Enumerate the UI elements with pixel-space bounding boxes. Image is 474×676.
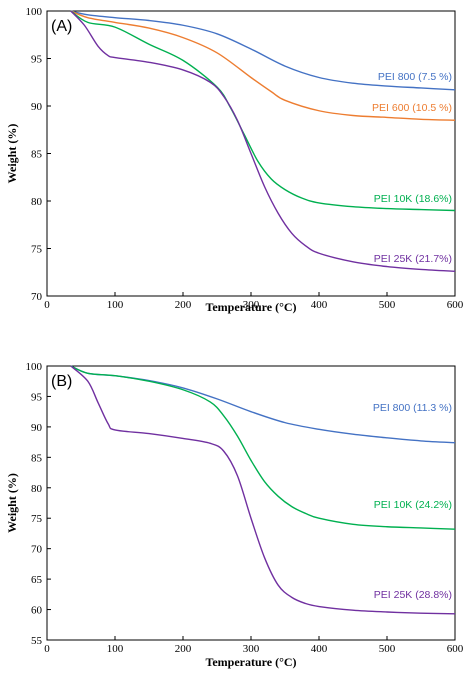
series-label: PEI 800 (7.5 %) — [378, 71, 452, 83]
x-tick-label: 100 — [107, 299, 124, 311]
x-tick-label: 200 — [175, 299, 192, 311]
y-axis-title: Weight (%) — [5, 473, 19, 533]
x-tick-label: 400 — [311, 643, 328, 655]
series-line — [70, 10, 456, 121]
y-tick-label: 90 — [31, 422, 43, 434]
y-tick-label: 65 — [31, 574, 43, 586]
panel-label: (B) — [51, 373, 72, 390]
series-label: PEI 10K (24.2%) — [374, 499, 452, 511]
y-tick-label: 100 — [26, 6, 43, 18]
y-tick-label: 90 — [31, 101, 43, 113]
series-line — [70, 365, 456, 530]
series-line — [70, 365, 456, 615]
x-tick-label: 600 — [447, 299, 464, 311]
panel-b: 0 100 200 300 400 500 600 55 60 65 70 75 80 85 90 95 100… — [5, 361, 464, 669]
panel-a: 0 100 200 300 400 500 600 70 75 80 85 90 95 100 Temper… — [5, 6, 464, 314]
series-label: PEI 25K (28.8%) — [374, 589, 452, 601]
x-tick-label: 200 — [175, 643, 192, 655]
series-line — [70, 10, 456, 91]
y-tick-label: 75 — [31, 244, 43, 256]
x-tick-label: 300 — [243, 299, 260, 311]
y-tick-label: 60 — [31, 605, 43, 617]
y-tick-label: 70 — [31, 291, 43, 303]
y-tick-label: 80 — [31, 196, 43, 208]
y-tick-label: 75 — [31, 513, 43, 525]
x-axis-title: Temperature (°C) — [205, 300, 296, 314]
series-label: PEI 25K (21.7%) — [374, 253, 452, 265]
series-label: PEI 800 (11.3 %) — [373, 402, 452, 414]
y-tick-label: 85 — [31, 149, 43, 161]
x-tick-label: 100 — [107, 643, 124, 655]
x-tick-label: 0 — [44, 643, 50, 655]
x-tick-label: 600 — [447, 643, 464, 655]
y-tick-label: 70 — [31, 544, 43, 556]
x-tick-label: 400 — [311, 299, 328, 311]
x-tick-label: 500 — [379, 299, 396, 311]
y-tick-label: 55 — [31, 635, 43, 647]
x-tick-label: 300 — [243, 643, 260, 655]
series-label: PEI 10K (18.6%) — [374, 193, 452, 205]
y-tick-label: 80 — [31, 483, 43, 495]
series-label: PEI 600 (10.5 %) — [372, 102, 452, 114]
x-tick-label: 500 — [379, 643, 396, 655]
x-axis-title: Temperature (°C) — [205, 655, 296, 669]
y-tick-label: 85 — [31, 452, 43, 464]
x-tick-label: 0 — [44, 299, 50, 311]
series-line — [70, 10, 456, 272]
panel-label: (A) — [51, 18, 72, 35]
y-tick-label: 95 — [31, 391, 43, 403]
y-tick-label: 95 — [31, 54, 43, 66]
series-line — [70, 10, 456, 212]
y-axis-title: Weight (%) — [5, 124, 19, 184]
y-tick-label: 100 — [26, 361, 43, 373]
